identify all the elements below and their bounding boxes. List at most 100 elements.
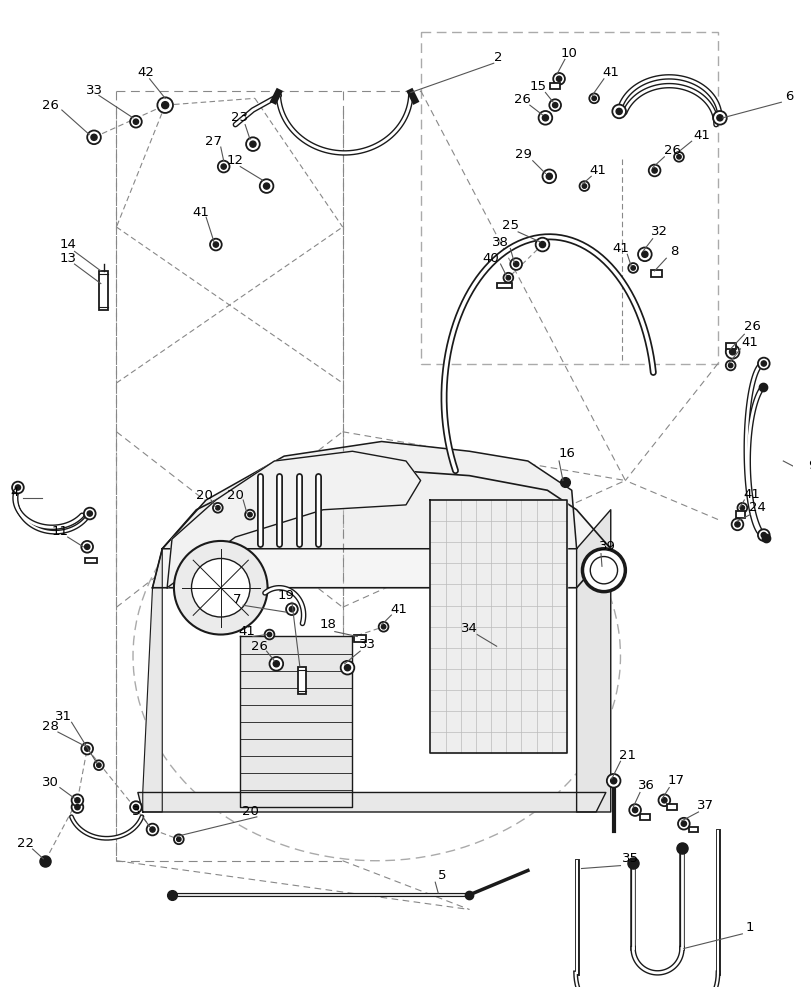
Circle shape — [147, 824, 158, 835]
Text: 5: 5 — [437, 869, 446, 882]
Circle shape — [81, 743, 93, 754]
Circle shape — [628, 263, 637, 273]
Circle shape — [725, 345, 739, 359]
Bar — [725, 343, 735, 349]
Circle shape — [648, 165, 659, 176]
Circle shape — [513, 261, 518, 267]
Text: 30: 30 — [41, 776, 58, 789]
Text: 15: 15 — [529, 80, 546, 93]
Circle shape — [221, 164, 226, 169]
Circle shape — [97, 763, 101, 767]
Text: 40: 40 — [482, 252, 499, 265]
Text: 41: 41 — [611, 242, 629, 255]
Circle shape — [616, 108, 621, 114]
Circle shape — [757, 358, 769, 369]
Circle shape — [757, 529, 769, 541]
Circle shape — [629, 804, 640, 816]
Circle shape — [637, 247, 651, 261]
Circle shape — [535, 238, 548, 251]
Text: 22: 22 — [17, 837, 34, 850]
Circle shape — [552, 73, 564, 85]
Text: 41: 41 — [740, 336, 757, 349]
Text: 39: 39 — [599, 540, 616, 553]
Circle shape — [581, 184, 586, 188]
Text: 33: 33 — [85, 84, 102, 97]
Circle shape — [246, 137, 260, 151]
Circle shape — [133, 119, 139, 124]
Text: 18: 18 — [320, 618, 336, 631]
Circle shape — [505, 276, 510, 280]
Text: 20: 20 — [241, 805, 258, 818]
Bar — [496, 283, 511, 288]
Circle shape — [651, 168, 656, 173]
Circle shape — [546, 173, 551, 179]
Polygon shape — [143, 549, 162, 812]
Circle shape — [378, 622, 388, 632]
Bar — [688, 827, 697, 832]
Circle shape — [87, 130, 101, 144]
Text: 19: 19 — [277, 589, 294, 602]
Circle shape — [217, 161, 230, 172]
Circle shape — [84, 544, 90, 549]
Circle shape — [216, 506, 220, 510]
Text: 41: 41 — [692, 129, 709, 142]
Text: 24: 24 — [748, 501, 765, 514]
Circle shape — [760, 532, 766, 538]
Text: 8: 8 — [669, 245, 677, 258]
Text: 26: 26 — [743, 320, 760, 333]
Circle shape — [630, 266, 634, 270]
Circle shape — [174, 541, 267, 635]
Circle shape — [269, 657, 283, 671]
Text: 38: 38 — [491, 236, 508, 249]
Circle shape — [551, 103, 557, 108]
Circle shape — [548, 99, 560, 111]
Bar — [550, 83, 560, 89]
Text: 41: 41 — [192, 206, 209, 219]
Circle shape — [641, 251, 647, 257]
Circle shape — [161, 102, 169, 109]
Text: 26: 26 — [251, 640, 268, 653]
Text: 11: 11 — [51, 525, 68, 538]
Text: 25: 25 — [501, 219, 518, 232]
Circle shape — [740, 506, 744, 510]
Text: 20: 20 — [195, 489, 212, 502]
Circle shape — [542, 169, 556, 183]
Bar — [667, 804, 676, 810]
Circle shape — [81, 541, 93, 553]
Circle shape — [589, 93, 599, 103]
Circle shape — [712, 111, 726, 125]
Circle shape — [87, 511, 92, 516]
Text: 32: 32 — [650, 225, 667, 238]
Text: 41: 41 — [589, 164, 606, 177]
Circle shape — [509, 258, 521, 270]
Text: 41: 41 — [390, 603, 407, 616]
Circle shape — [606, 774, 620, 788]
Circle shape — [260, 179, 273, 193]
Bar — [85, 558, 97, 563]
Circle shape — [677, 818, 689, 830]
Circle shape — [632, 807, 637, 813]
Circle shape — [289, 607, 294, 612]
Circle shape — [736, 503, 746, 513]
Circle shape — [245, 510, 255, 519]
Circle shape — [174, 834, 183, 844]
Text: 34: 34 — [461, 622, 477, 635]
Circle shape — [734, 522, 739, 527]
Circle shape — [213, 242, 218, 247]
Text: 9: 9 — [808, 459, 811, 472]
Bar — [99, 271, 108, 310]
Circle shape — [556, 76, 561, 81]
Circle shape — [177, 837, 181, 841]
Circle shape — [542, 115, 547, 121]
Circle shape — [760, 361, 766, 366]
Text: 1: 1 — [745, 921, 753, 934]
Circle shape — [91, 134, 97, 140]
Text: 33: 33 — [358, 638, 375, 651]
Polygon shape — [240, 636, 352, 807]
Text: 26: 26 — [663, 144, 680, 157]
Text: 4: 4 — [11, 486, 19, 499]
Bar — [735, 511, 744, 518]
Text: 16: 16 — [558, 447, 574, 460]
Circle shape — [539, 241, 545, 248]
Text: 7: 7 — [233, 593, 242, 606]
